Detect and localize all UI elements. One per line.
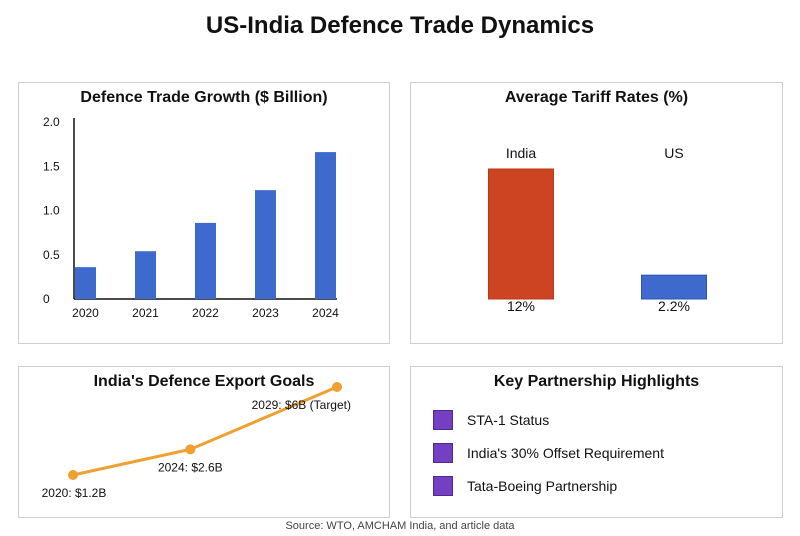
trade-growth-chart: 0 0.5 1.0 1.5 2.0 2020 2021 2022 2023 2024 bbox=[43, 115, 339, 320]
tariff-bar bbox=[641, 274, 707, 300]
bar bbox=[75, 267, 96, 299]
y-tick-label: 0.5 bbox=[43, 248, 60, 262]
x-tick-label: 2020 bbox=[72, 306, 99, 320]
square-icon bbox=[433, 476, 453, 496]
y-tick-label: 2.0 bbox=[43, 115, 60, 129]
trade-growth-panel: Defence Trade Growth ($ Billion) 0 0.5 1.0… bbox=[18, 82, 390, 344]
value-label: 12% bbox=[507, 298, 535, 314]
x-tick-label: 2021 bbox=[132, 306, 159, 320]
data-point bbox=[185, 444, 196, 455]
value-label: 2.2% bbox=[658, 298, 690, 314]
partnership-item-label: Tata-Boeing Partnership bbox=[467, 478, 618, 494]
bar bbox=[135, 251, 156, 299]
data-point bbox=[332, 382, 342, 392]
y-tick-label: 0 bbox=[43, 292, 50, 306]
square-icon bbox=[433, 410, 453, 430]
partnership-item-label: India's 30% Offset Requirement bbox=[467, 445, 664, 461]
partnership-panel: Key Partnership Highlights STA-1 Status … bbox=[410, 366, 783, 518]
y-tick-label: 1.0 bbox=[43, 204, 60, 218]
bar bbox=[255, 190, 276, 299]
point-label: 2024: $2.6B bbox=[158, 460, 223, 474]
tariff-bar bbox=[488, 168, 554, 300]
y-tick-label: 1.5 bbox=[43, 159, 60, 173]
partnership-title: Key Partnership Highlights bbox=[493, 373, 700, 390]
category-label: US bbox=[664, 145, 683, 161]
export-goals-panel: India's Defence Export Goals 2020: $1.2B… bbox=[18, 366, 390, 518]
category-label: India bbox=[506, 145, 537, 161]
source-note: Source: WTO, AMCHAM India, and article d… bbox=[285, 520, 515, 532]
trade-growth-title: Defence Trade Growth ($ Billion) bbox=[80, 89, 328, 106]
x-tick-label: 2023 bbox=[252, 306, 279, 320]
point-label: 2020: $1.2B bbox=[42, 486, 107, 500]
data-point bbox=[68, 470, 78, 480]
x-tick-label: 2022 bbox=[192, 306, 219, 320]
x-tick-label: 2024 bbox=[312, 306, 339, 320]
square-icon bbox=[433, 443, 453, 463]
export-goals-overlay: 2020: $1.2B 2024: $2.6B 2029: $6B (Target) bbox=[42, 382, 351, 500]
bar bbox=[315, 152, 336, 299]
tariff-chart: India 12% US 2.2% bbox=[488, 145, 707, 314]
page-title: US-India Defence Trade Dynamics bbox=[205, 12, 595, 39]
partnership-item-label: STA-1 Status bbox=[467, 412, 550, 428]
tariff-panel: Average Tariff Rates (%) India 12% US 2.2% bbox=[410, 82, 783, 344]
tariff-title: Average Tariff Rates (%) bbox=[504, 89, 689, 106]
point-label: 2029: $6B (Target) bbox=[252, 398, 351, 412]
export-goals-title: India's Defence Export Goals bbox=[93, 373, 315, 390]
bar bbox=[195, 222, 216, 299]
